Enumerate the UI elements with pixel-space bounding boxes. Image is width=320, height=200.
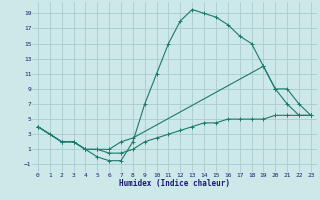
X-axis label: Humidex (Indice chaleur): Humidex (Indice chaleur) xyxy=(119,179,230,188)
